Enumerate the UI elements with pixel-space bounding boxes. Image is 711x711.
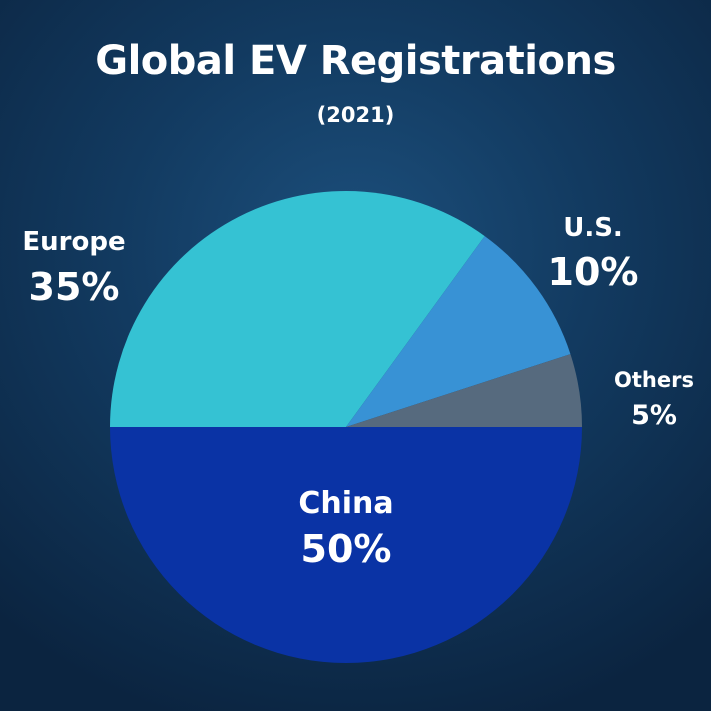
slice-value-europe: 35% bbox=[29, 265, 120, 309]
chart-subtitle: (2021) bbox=[316, 103, 395, 127]
slice-label-europe: Europe bbox=[22, 227, 125, 257]
pie-slice-u-s bbox=[346, 236, 571, 427]
slice-label-others: Others bbox=[614, 368, 694, 392]
slice-label-u-s: U.S. bbox=[563, 213, 623, 243]
pie-slice-europe bbox=[110, 190, 485, 427]
pie-slice-china bbox=[110, 427, 582, 663]
slice-value-u-s: 10% bbox=[548, 250, 639, 294]
pie-slice-others bbox=[346, 354, 583, 427]
slice-label-china: China bbox=[298, 486, 393, 521]
slice-value-others: 5% bbox=[631, 400, 677, 431]
slice-value-china: 50% bbox=[301, 527, 392, 571]
chart-title: Global EV Registrations bbox=[95, 38, 616, 84]
